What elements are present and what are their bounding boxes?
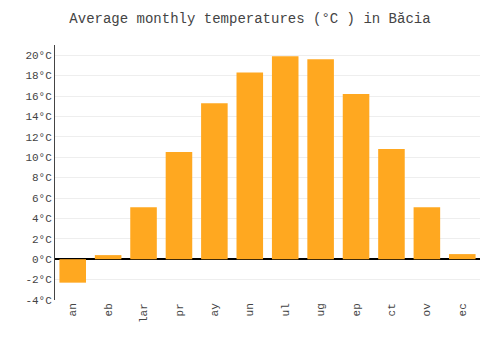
svg-text:lar: lar (138, 303, 150, 323)
svg-text:ep: ep (351, 303, 363, 316)
svg-text:12°C: 12°C (25, 132, 52, 144)
svg-text:-4°C: -4°C (25, 295, 52, 307)
svg-text:14°C: 14°C (25, 111, 52, 123)
svg-text:4°C: 4°C (32, 213, 52, 225)
svg-text:8°C: 8°C (32, 172, 52, 184)
svg-text:eb: eb (103, 303, 115, 316)
svg-text:16°C: 16°C (25, 91, 52, 103)
svg-text:pr: pr (174, 303, 186, 316)
svg-text:20°C: 20°C (25, 50, 52, 62)
svg-text:0°C: 0°C (32, 254, 52, 266)
svg-text:ay: ay (209, 303, 221, 317)
svg-text:10°C: 10°C (25, 152, 52, 164)
svg-text:ug: ug (315, 303, 327, 316)
svg-text:ec: ec (457, 303, 469, 316)
svg-text:ov: ov (421, 303, 433, 317)
svg-text:6°C: 6°C (32, 193, 52, 205)
svg-text:ct: ct (386, 303, 398, 316)
svg-text:an: an (67, 303, 79, 316)
svg-text:un: un (244, 303, 256, 316)
svg-text:2°C: 2°C (32, 234, 52, 246)
svg-text:-2°C: -2°C (25, 274, 52, 286)
svg-text:ul: ul (280, 303, 292, 316)
svg-text:18°C: 18°C (25, 70, 52, 82)
svg-text:Average monthly temperatures (: Average monthly temperatures (°C ) in Bă… (69, 11, 430, 27)
